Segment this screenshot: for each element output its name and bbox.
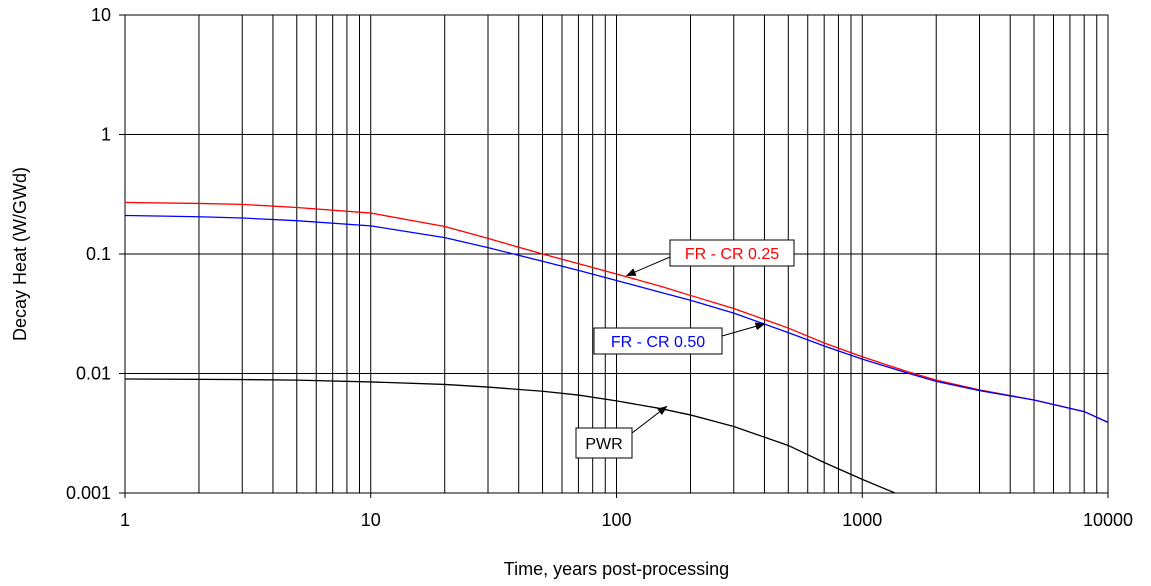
y-tick-label: 10 <box>91 5 111 25</box>
annotation-layer: FR - CR 0.25 FR - CR 0.50 PWR <box>575 239 795 459</box>
y-tick-label: 0.001 <box>66 483 111 503</box>
y-tick-labels: 0.001 0.01 0.1 1 10 <box>66 5 125 503</box>
callout-label: PWR <box>585 436 622 453</box>
y-tick-label: 0.1 <box>86 244 111 264</box>
series-line-pwr <box>125 378 897 493</box>
callout-arrow <box>631 405 668 434</box>
callout-arrow <box>625 256 671 277</box>
series-line-fr-cr-0-25 <box>125 201 1108 423</box>
callout-arrow <box>721 322 766 337</box>
callout-box <box>669 239 795 267</box>
x-tick-labels: 1 10 100 1000 10000 <box>120 493 1133 530</box>
x-tick-label: 1000 <box>842 510 882 530</box>
x-tick-label: 1 <box>120 510 130 530</box>
x-tick-label: 10 <box>361 510 381 530</box>
y-axis-title: Decay Heat (W/GWd) <box>10 167 30 341</box>
x-axis-title: Time, years post-processing <box>504 559 729 579</box>
x-tick-label: 100 <box>601 510 631 530</box>
x-tick-label: 10000 <box>1083 510 1133 530</box>
y-tick-label: 0.01 <box>76 364 111 384</box>
callout-pwr: PWR <box>575 405 668 459</box>
callout-fr-cr-0-50: FR - CR 0.50 <box>593 322 766 355</box>
callout-label: FR - CR 0.50 <box>611 334 705 351</box>
callout-label: FR - CR 0.25 <box>685 246 779 263</box>
series-line-fr-cr-0-50 <box>125 214 1108 423</box>
y-tick-label: 1 <box>101 125 111 145</box>
series-layer <box>125 201 1108 493</box>
callout-box <box>575 427 633 459</box>
callout-box <box>593 327 723 355</box>
callout-fr-cr-0-25: FR - CR 0.25 <box>625 239 795 277</box>
